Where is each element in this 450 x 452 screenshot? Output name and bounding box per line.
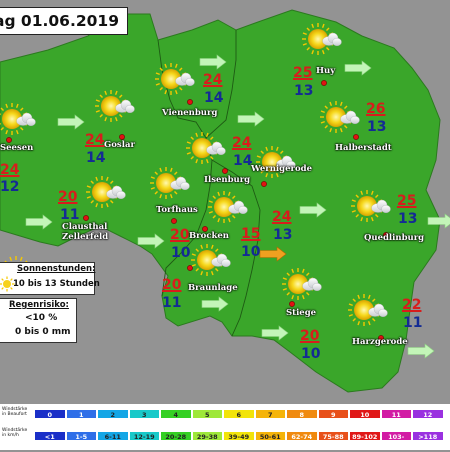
temp-min: 13 <box>367 119 387 135</box>
temp-max: 26 <box>366 101 386 117</box>
beaufort-cell: 9 <box>317 409 349 419</box>
temp-max: 20 <box>300 328 320 344</box>
place-label: Ilsenburg <box>204 175 251 185</box>
temp-max: 25 <box>397 193 417 209</box>
beaufort-cell: 7 <box>254 409 286 419</box>
place-label: Huy <box>316 66 336 76</box>
beaufort-cell: 3 <box>128 409 160 419</box>
beaufort-cell: 10 <box>349 409 381 419</box>
place-label: Goslar <box>104 140 135 150</box>
kmh-cell: 89-102 <box>349 431 381 441</box>
title-box: nstag 01.06.2019 <box>0 7 128 35</box>
place-label: Seesen <box>0 143 34 153</box>
rain-legend-title: Regenrisiko: <box>9 300 69 310</box>
beaufort-cell: 8 <box>286 409 318 419</box>
temp-max: 24 <box>232 135 252 151</box>
sunshine-legend-title: Sonnenstunden: <box>17 264 96 274</box>
rain-legend: Regenrisiko: <10 % 0 bis 0 mm <box>0 298 77 343</box>
place-label: Wernigerode <box>251 164 312 174</box>
temp-max: 15 <box>241 226 261 242</box>
wind-arrows <box>25 54 450 359</box>
sun-icon <box>0 276 15 292</box>
temp-min: 11 <box>162 295 182 311</box>
kmh-cell: 1-5 <box>65 431 97 441</box>
wind-scale-beaufort-label: Windstärke in Beaufort <box>2 407 28 417</box>
temp-max: 24 <box>0 162 20 178</box>
place-label: Braunlage <box>188 283 238 293</box>
temp-max: 24 <box>272 209 292 225</box>
place-label: Quedlinburg <box>364 233 425 243</box>
temp-min: 13 <box>398 211 418 227</box>
beaufort-cell: 6 <box>223 409 255 419</box>
beaufort-cell: 0 <box>34 409 66 419</box>
place-label: Clausthal Zellerfeld <box>62 222 109 242</box>
temp-min: 12 <box>0 179 20 195</box>
temp-max: 20 <box>162 277 182 293</box>
beaufort-cell: 5 <box>191 409 223 419</box>
wind-scale: Windstärke in Beaufort Windstärke in km/… <box>0 404 450 451</box>
temp-min: 11 <box>403 315 423 331</box>
temp-min: 13 <box>273 227 293 243</box>
place-label: Brocken <box>189 231 229 241</box>
temp-max: 24 <box>85 132 105 148</box>
kmh-cell: 103-117 <box>380 431 412 451</box>
kmh-cell: 20-28 <box>160 431 192 441</box>
temp-max: 25 <box>293 65 313 81</box>
temp-min: 10 <box>171 245 191 261</box>
rain-legend-percent: <10 % <box>25 313 58 323</box>
temp-min: 10 <box>301 346 321 362</box>
place-label: Stiege <box>286 308 317 318</box>
temp-max: 24 <box>203 72 223 88</box>
temp-min: 14 <box>233 153 253 169</box>
beaufort-cell: 11 <box>380 409 412 419</box>
temp-max: 20 <box>170 227 190 243</box>
temp-min: 11 <box>60 207 80 223</box>
temp-min: 14 <box>86 150 106 166</box>
temp-min: 13 <box>294 83 314 99</box>
kmh-cell: 62-74 <box>286 431 318 441</box>
temp-min: 14 <box>204 90 224 106</box>
kmh-cell: 75-88 <box>317 431 349 441</box>
kmh-cell: 50-61 <box>254 431 286 441</box>
place-markers <box>6 80 389 341</box>
beaufort-cell: 12 <box>412 409 444 419</box>
place-label: Vienenburg <box>162 108 218 118</box>
place-label: Harzgerode <box>352 337 408 347</box>
kmh-cell: 29-38 <box>191 431 223 441</box>
beaufort-cell: 4 <box>160 409 192 419</box>
place-label: Torfhaus <box>156 205 198 215</box>
beaufort-cell: 1 <box>65 409 97 419</box>
kmh-cell: <1 <box>34 431 66 441</box>
wind-scale-kmh-label: Windstärke in km/h <box>2 428 28 438</box>
beaufort-cell: 2 <box>97 409 129 419</box>
map-title: nstag 01.06.2019 <box>0 12 119 30</box>
temp-min: 10 <box>241 244 261 260</box>
rain-legend-amount: 0 bis 0 mm <box>15 327 71 337</box>
temp-max: 22 <box>402 297 422 313</box>
sunshine-legend: Sonnenstunden: 10 bis 13 Stunden <box>0 262 100 295</box>
kmh-cell: 6-11 <box>97 431 129 441</box>
kmh-cell: 12-19 <box>128 431 160 441</box>
place-label: Halberstadt <box>335 143 392 153</box>
kmh-cell: >118 <box>412 431 444 441</box>
sunshine-legend-value: 10 bis 13 Stunden <box>13 279 100 289</box>
temp-max: 20 <box>58 189 78 205</box>
kmh-cell: 39-49 <box>223 431 255 441</box>
